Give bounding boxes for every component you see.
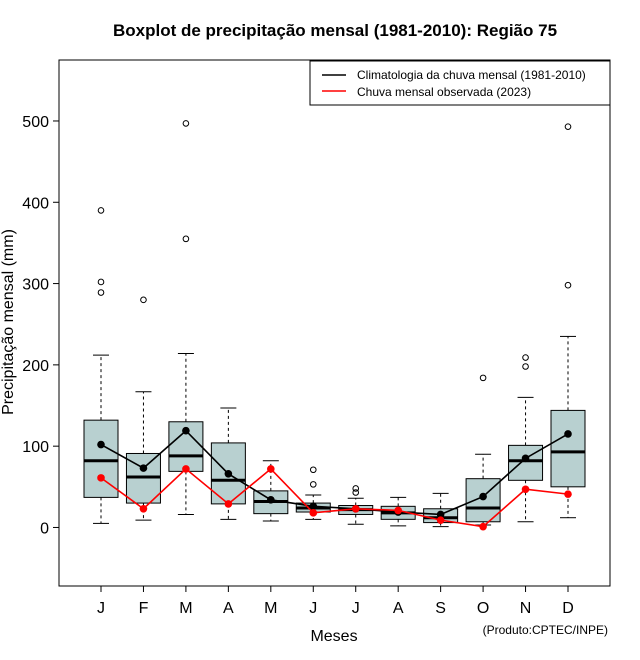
observed-point <box>267 465 275 473</box>
y-tick-label: 500 <box>22 114 49 131</box>
observed-point <box>521 485 530 494</box>
x-tick-label: S <box>435 600 446 617</box>
outlier-point <box>97 278 105 286</box>
plot-area: 0 100 200 300 400 500 J F M A M J J A S O N D <box>22 59 611 617</box>
observed-point <box>436 516 445 524</box>
y-tick-label: 300 <box>22 277 49 294</box>
x-tick-label: D <box>562 600 574 617</box>
outlier-point <box>522 354 529 361</box>
outlier-point <box>309 481 317 488</box>
x-tick-label: A <box>393 600 404 617</box>
legend: Climatologia da chuva mensal (1981-2010)… <box>309 60 611 106</box>
x-tick-label: F <box>139 600 149 617</box>
climatology-point <box>479 492 487 501</box>
outlier-point <box>309 466 317 474</box>
climatology-point <box>224 470 233 478</box>
plot-frame <box>58 59 611 587</box>
observed-point <box>224 500 233 508</box>
x-tick-label: N <box>520 600 532 617</box>
legend-label-climatology: Climatologia da chuva mensal (1981-2010) <box>357 68 586 82</box>
y-axis-label: Precipitação mensal (mm) <box>0 229 17 415</box>
x-axis-label: Meses <box>310 628 357 645</box>
observed-point <box>139 504 148 513</box>
outlier-point <box>564 281 572 289</box>
observed-point <box>351 504 360 513</box>
x-tick-label: J <box>309 600 317 617</box>
observed-point <box>309 509 318 517</box>
x-tick-label: M <box>264 600 277 617</box>
box <box>83 419 119 498</box>
product-credit: (Produto:CPTEC/INPE) <box>483 623 608 637</box>
outlier-point <box>97 207 105 214</box>
observed-point <box>394 506 402 515</box>
box <box>508 444 544 481</box>
outlier-point <box>352 489 360 496</box>
outlier-point <box>140 296 147 304</box>
x-tick-label: O <box>477 600 489 617</box>
climatology-line <box>100 429 569 516</box>
x-tick-label: A <box>223 600 234 617</box>
y-tick-label: 400 <box>22 195 49 212</box>
climatology-point <box>521 454 530 463</box>
x-tick-label: M <box>179 600 192 617</box>
climatology-point <box>182 426 190 435</box>
x-tick-label: J <box>352 600 360 617</box>
outlier-point <box>182 235 190 243</box>
climatology-point <box>139 464 148 472</box>
observed-line <box>100 467 569 528</box>
box <box>550 409 586 488</box>
legend-box <box>309 60 611 106</box>
observed-point <box>479 522 487 531</box>
climatology-point <box>267 496 275 504</box>
outlier-point <box>479 374 487 382</box>
outlier-point <box>564 123 572 130</box>
outlier-point <box>522 363 529 370</box>
outlier-point <box>352 485 360 492</box>
chart-title: Boxplot de precipitação mensal (1981-201… <box>113 21 557 40</box>
x-tick-label: J <box>97 600 105 617</box>
y-tick-label: 0 <box>40 520 49 537</box>
legend-label-observed: Chuva mensal observada (2023) <box>357 85 531 99</box>
outlier-point <box>97 289 105 296</box>
observed-point <box>97 474 105 482</box>
outlier-point <box>182 120 190 127</box>
y-tick-label: 100 <box>22 439 49 456</box>
climatology-point <box>436 510 445 519</box>
observed-point <box>182 465 190 473</box>
observed-point <box>564 490 572 498</box>
y-tick-label: 200 <box>22 358 49 375</box>
climatology-point <box>309 502 318 511</box>
climatology-point <box>564 430 572 438</box>
climatology-point <box>97 440 105 449</box>
